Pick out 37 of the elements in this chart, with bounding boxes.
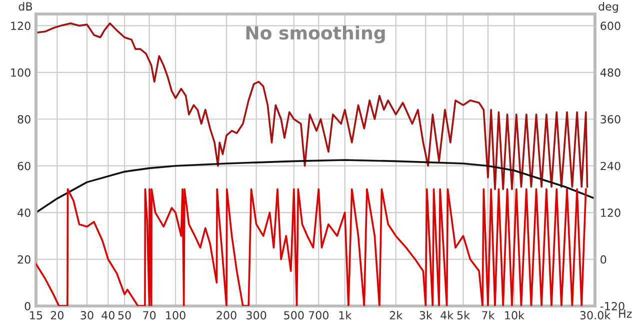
x-tick-label: 200: [216, 311, 236, 320]
x-tick-label: 500: [284, 311, 304, 320]
y-tick-label: 20: [18, 255, 30, 264]
x-tick-label: 50: [118, 311, 131, 320]
y2-tick-label: -120: [600, 302, 624, 310]
y-tick-label: 120: [11, 22, 30, 30]
x-tick-label: 4k: [440, 310, 454, 320]
y-tick-label: 80: [18, 115, 30, 124]
y-tick-label: 60: [18, 162, 30, 170]
x-tick-label: 10k: [505, 310, 524, 320]
x-tick-label: 5k: [457, 310, 470, 320]
x-tick-label: 20: [50, 311, 64, 320]
y-tick-label: 0: [24, 302, 30, 310]
y-axis-title: dB: [18, 2, 32, 11]
y-tick-label: 100: [11, 68, 30, 77]
x-tick-label: 30: [80, 311, 94, 320]
y2-tick-label: 480: [600, 68, 620, 77]
x-tick-label: 40: [102, 311, 114, 320]
x-tick-label: 7k: [482, 310, 495, 320]
y2-tick-label: 360: [600, 115, 620, 124]
text: No smoothing: [246, 26, 385, 44]
x-tick-label: 70: [143, 311, 156, 320]
x-tick-label: 15: [30, 311, 42, 320]
x-tick-label: 300: [246, 311, 266, 320]
y2-tick-label: 600: [600, 22, 620, 30]
x-tick-label: 1k: [339, 310, 352, 320]
y2-tick-label: 240: [600, 162, 620, 170]
y2-axis-title: deg: [598, 2, 618, 13]
y2-tick-label: 120: [601, 208, 620, 217]
x-tick-label: 3k: [420, 310, 432, 320]
x-tick-label: 2k: [390, 310, 403, 320]
x-tick-label: 100: [166, 311, 186, 320]
y2-tick-label: 0: [600, 255, 606, 264]
x-axis-title: Hz: [619, 310, 632, 318]
y-tick-label: 40: [18, 208, 30, 217]
x-tick-label: 700: [308, 311, 328, 320]
x-tick-label: 30.0k: [580, 310, 611, 320]
